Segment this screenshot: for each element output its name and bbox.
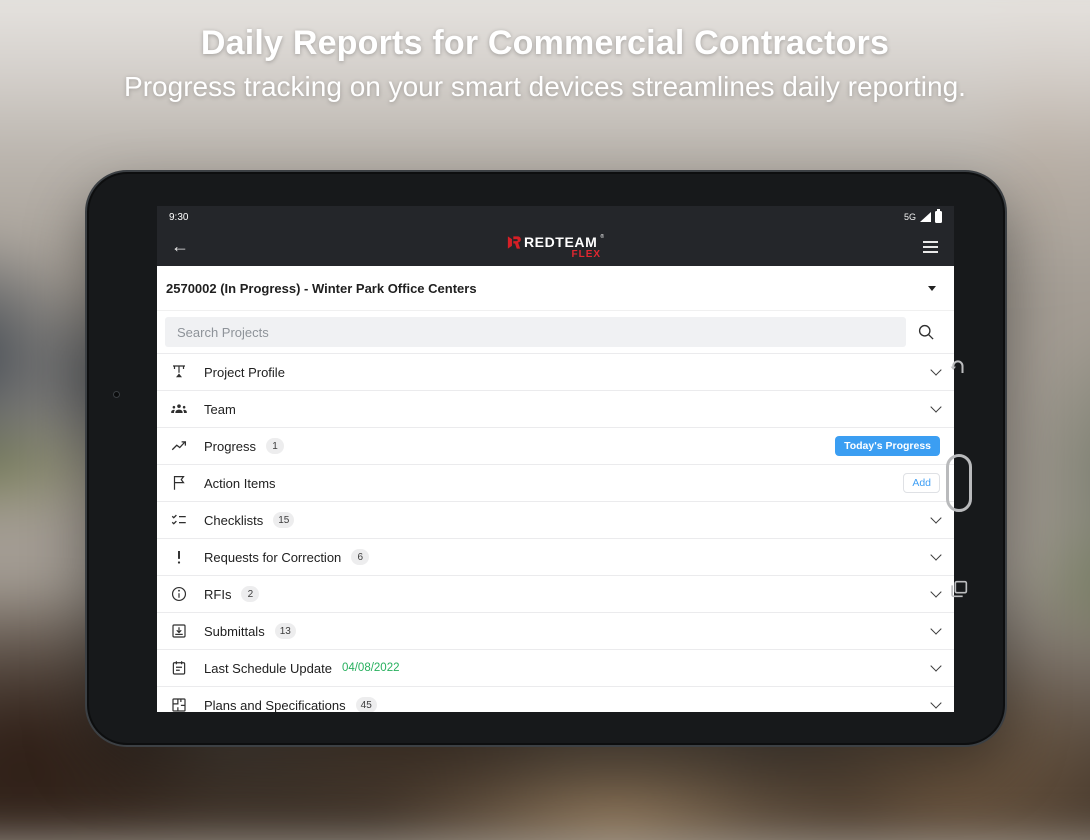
menu-label: RFIs: [204, 586, 232, 602]
menu-row-submittals[interactable]: Submittals 13: [157, 612, 954, 649]
menu-row-checklists[interactable]: Checklists 15: [157, 501, 954, 538]
menu-label: Last Schedule Update: [204, 660, 332, 676]
menu-row-progress[interactable]: Progress 1 Today's Progress: [157, 427, 954, 464]
submittal-icon: [169, 621, 189, 641]
checklist-icon: [169, 510, 189, 530]
nav-home-icon[interactable]: [946, 454, 972, 512]
menu-row-team[interactable]: Team: [157, 390, 954, 427]
todays-progress-button[interactable]: Today's Progress: [835, 436, 940, 456]
count-badge: 13: [274, 623, 296, 639]
battery-icon: [935, 209, 942, 223]
app-bar: ← REDTEAM ® FLEX: [157, 228, 954, 266]
chevron-down-icon: [928, 285, 936, 291]
add-button[interactable]: Add: [903, 473, 940, 493]
menu-label: Plans and Specifications: [204, 697, 346, 713]
redteam-flex-logo: REDTEAM ® FLEX: [507, 234, 604, 260]
menu-label: Submittals: [204, 623, 265, 639]
back-button[interactable]: ←: [171, 236, 189, 256]
count-badge: 6: [351, 549, 370, 565]
menu-row-last-schedule-update[interactable]: Last Schedule Update 04/08/2022: [157, 649, 954, 686]
nav-back-icon[interactable]: [947, 356, 971, 380]
hero-title: Daily Reports for Commercial Contractors: [200, 24, 890, 62]
status-bar: 9:30 5G: [157, 206, 954, 228]
menu-label: Progress: [204, 438, 257, 454]
floorplan-icon: [169, 695, 189, 712]
search-bar: [157, 311, 954, 353]
exclamation-icon: [169, 547, 189, 567]
count-badge: 1: [266, 438, 285, 454]
menu-label: Project Profile: [204, 364, 285, 380]
network-label: 5G: [903, 212, 916, 222]
logo-registered-mark: ®: [600, 234, 605, 240]
nav-recents-icon[interactable]: [948, 578, 970, 600]
project-profile-icon: [169, 362, 189, 382]
schedule-date: 04/08/2022: [341, 662, 400, 674]
tablet-device: 9:30 5G ← REDTEAM ® FLEX: [85, 170, 1007, 747]
redteam-logo-icon: [507, 235, 521, 249]
team-icon: [169, 399, 189, 419]
count-badge: 45: [355, 697, 377, 712]
count-badge: 15: [273, 512, 295, 528]
camera-icon: [113, 391, 120, 398]
hero-banner: Daily Reports for Commercial Contractors…: [0, 0, 1090, 103]
status-time: 9:30: [169, 211, 189, 223]
flag-icon: [169, 473, 189, 493]
hero-subtitle: Progress tracking on your smart devices …: [124, 71, 966, 102]
menu-label: Checklists: [204, 512, 264, 528]
android-nav-bar: [935, 206, 987, 712]
search-icon[interactable]: [916, 320, 940, 344]
calendar-icon: [169, 658, 189, 678]
menu-icon[interactable]: [923, 241, 938, 253]
menu-row-project-profile[interactable]: Project Profile: [157, 353, 954, 390]
progress-icon: [169, 436, 189, 456]
search-input[interactable]: [165, 317, 906, 347]
logo-text-secondary: FLEX: [571, 249, 602, 260]
project-selector[interactable]: 2570002 (In Progress) - Winter Park Offi…: [157, 266, 954, 311]
menu-row-action-items[interactable]: Action Items Add: [157, 464, 954, 501]
menu-label: Requests for Correction: [204, 549, 342, 565]
count-badge: 2: [241, 586, 260, 602]
menu-row-plans-and-specifications[interactable]: Plans and Specifications 45: [157, 686, 954, 712]
project-selector-value: 2570002 (In Progress) - Winter Park Offi…: [166, 280, 477, 296]
logo-text-primary: REDTEAM: [523, 234, 598, 250]
info-icon: [169, 584, 189, 604]
app-screen: 9:30 5G ← REDTEAM ® FLEX: [157, 206, 954, 712]
menu-row-rfis[interactable]: RFIs 2: [157, 575, 954, 612]
menu-label: Team: [204, 401, 236, 417]
menu-row-requests-for-correction[interactable]: Requests for Correction 6: [157, 538, 954, 575]
menu-label: Action Items: [204, 475, 276, 491]
signal-icon: [920, 212, 931, 222]
